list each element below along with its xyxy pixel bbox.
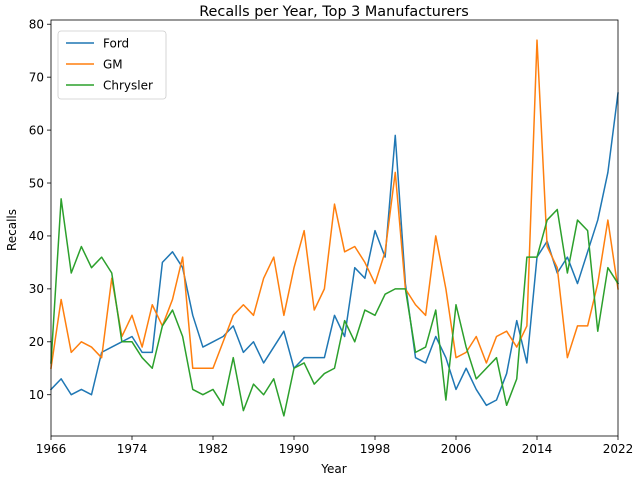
- series-line-gm: [50, 39, 619, 370]
- legend: Ford GM Chrysler: [57, 30, 167, 100]
- plot-frame: [50, 19, 619, 437]
- y-tick-label: 10: [29, 388, 44, 402]
- x-tick-label: 1982: [198, 442, 229, 456]
- y-tick-label: 80: [29, 18, 44, 32]
- x-tick-label: 1998: [360, 442, 391, 456]
- x-axis: 1966 1974 1982 1990 1998 2006 2014 2022: [36, 436, 634, 456]
- x-axis-label: Year: [320, 462, 346, 476]
- x-tick-label: 2006: [441, 442, 472, 456]
- x-tick-label: 1974: [117, 442, 148, 456]
- legend-label-gm: GM: [103, 58, 123, 72]
- y-axis: 10 20 30 40 50 60 70 80: [29, 18, 51, 402]
- y-tick-label: 40: [29, 229, 44, 243]
- series-line-chrysler: [50, 198, 620, 417]
- x-tick-label: 2022: [603, 442, 634, 456]
- plot-area: [49, 19, 620, 437]
- y-tick-label: 20: [29, 335, 44, 349]
- legend-label-ford: Ford: [103, 37, 129, 51]
- chart-title: Recalls per Year, Top 3 Manufacturers: [199, 4, 469, 20]
- y-axis-label: Recalls: [5, 209, 19, 251]
- y-tick-label: 70: [29, 70, 44, 84]
- x-tick-label: 1966: [36, 442, 67, 456]
- legend-label-chrysler: Chrysler: [103, 79, 153, 93]
- y-tick-label: 50: [29, 176, 44, 190]
- x-tick-label: 2014: [522, 442, 553, 456]
- y-tick-label: 60: [29, 123, 44, 137]
- legend-box: [57, 30, 167, 100]
- series-line-ford: [49, 92, 619, 407]
- y-tick-label: 30: [29, 282, 44, 296]
- x-tick-label: 1990: [279, 442, 310, 456]
